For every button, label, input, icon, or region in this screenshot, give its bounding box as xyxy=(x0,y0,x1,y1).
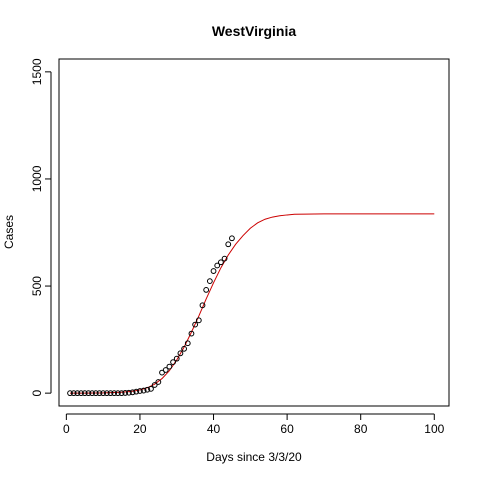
data-point xyxy=(111,390,118,397)
data-point xyxy=(140,387,147,394)
data-point xyxy=(195,317,202,324)
data-point xyxy=(81,390,88,397)
y-tick-label: 0 xyxy=(30,389,44,396)
x-tick-label: 0 xyxy=(63,422,70,436)
data-point xyxy=(137,388,143,394)
data-point xyxy=(170,359,176,365)
data-point xyxy=(188,330,195,337)
data-point xyxy=(133,388,140,395)
data-point xyxy=(144,386,151,393)
data-point xyxy=(114,390,121,397)
data-point xyxy=(89,390,96,397)
y-tick-label: 1000 xyxy=(30,165,44,192)
data-point xyxy=(96,390,103,397)
data-point xyxy=(107,390,114,397)
data-point xyxy=(67,390,73,397)
data-point xyxy=(203,287,210,293)
plot-area xyxy=(67,213,435,397)
data-point xyxy=(155,379,162,385)
data-point xyxy=(225,241,232,248)
data-point xyxy=(151,382,158,388)
data-point xyxy=(92,390,99,397)
data-point xyxy=(206,278,213,285)
data-point xyxy=(85,390,92,397)
data-point xyxy=(214,262,221,269)
data-point xyxy=(199,302,206,309)
data-point xyxy=(74,390,81,397)
data-point xyxy=(181,345,187,352)
data-point xyxy=(166,363,173,370)
data-point xyxy=(126,389,132,396)
x-tick-label: 20 xyxy=(133,422,147,436)
data-point xyxy=(122,390,129,396)
x-tick-label: 40 xyxy=(207,422,221,436)
data-point xyxy=(192,321,199,328)
data-point xyxy=(177,350,184,357)
data-point xyxy=(100,390,107,397)
data-point xyxy=(221,255,228,262)
y-tick-label: 1500 xyxy=(30,58,44,85)
x-tick-label: 100 xyxy=(424,422,444,436)
data-point xyxy=(162,367,169,373)
y-tick-label: 500 xyxy=(30,276,44,296)
data-point xyxy=(173,355,180,362)
data-point xyxy=(210,268,217,274)
data-point xyxy=(229,235,235,242)
data-point xyxy=(78,390,84,397)
data-point xyxy=(70,390,77,397)
chart-title: WestVirginia xyxy=(212,23,297,39)
data-point xyxy=(103,390,110,397)
x-axis-label: Days since 3/3/20 xyxy=(206,450,302,464)
data-point xyxy=(129,389,136,396)
data-point xyxy=(148,385,154,392)
data-point xyxy=(118,390,125,397)
y-axis-label: Cases xyxy=(2,215,16,249)
x-tick-label: 60 xyxy=(280,422,294,436)
x-tick-label: 80 xyxy=(354,422,368,436)
data-point xyxy=(217,259,224,266)
data-point xyxy=(184,340,191,347)
plot-frame xyxy=(58,58,450,407)
